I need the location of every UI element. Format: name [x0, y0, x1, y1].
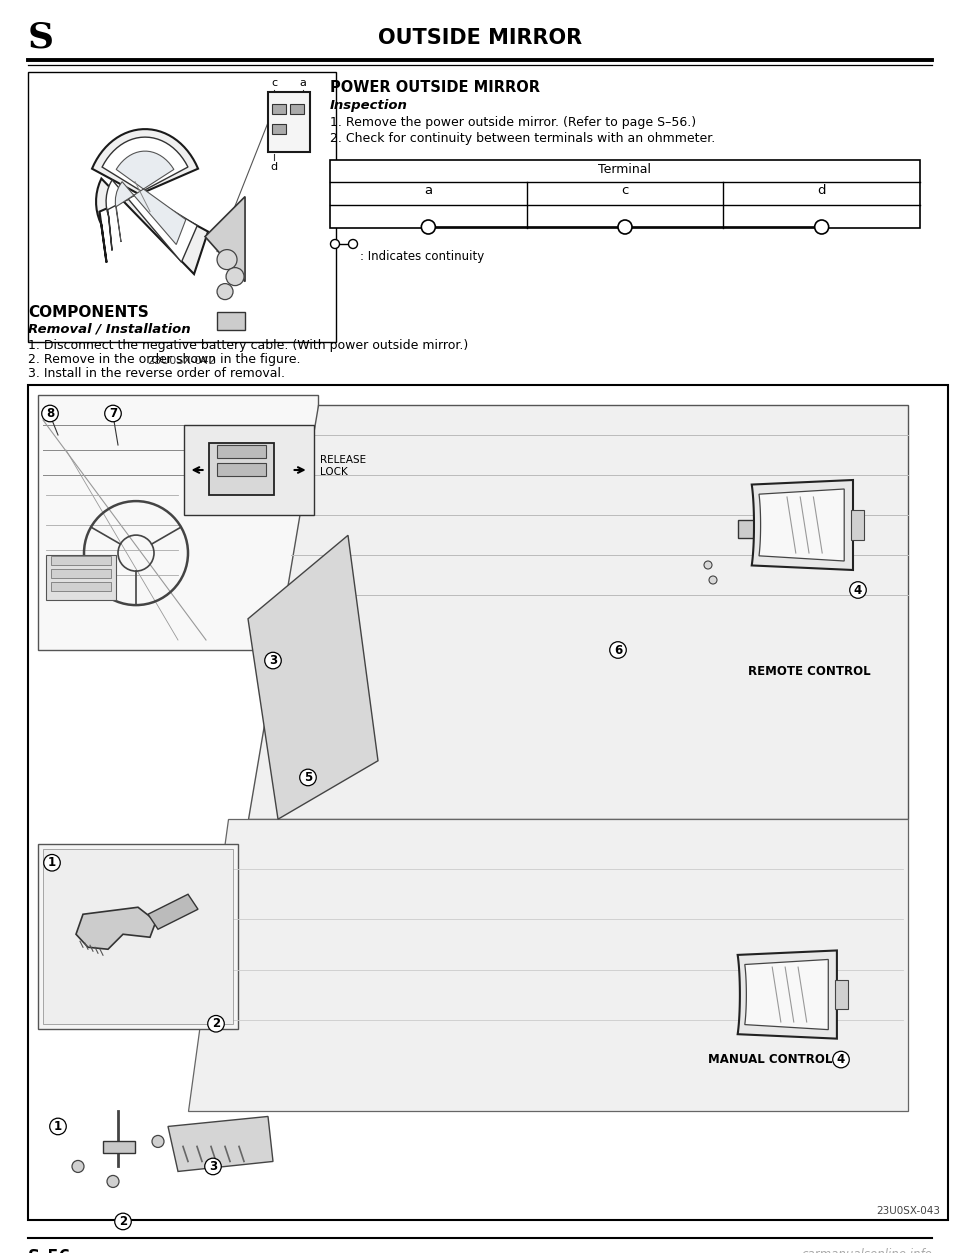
- Text: c: c: [271, 78, 277, 88]
- Circle shape: [330, 239, 340, 248]
- Text: Inspection: Inspection: [330, 99, 408, 112]
- Text: d: d: [271, 162, 277, 172]
- Text: 3: 3: [209, 1160, 217, 1173]
- Text: S: S: [28, 21, 54, 55]
- Circle shape: [226, 268, 244, 286]
- Text: 3. Install in the reverse order of removal.: 3. Install in the reverse order of remov…: [28, 367, 285, 380]
- Bar: [273, 124, 286, 134]
- Text: a: a: [300, 78, 306, 88]
- Bar: [183, 425, 314, 515]
- Text: 2. Check for continuity between terminals with an ohmmeter.: 2. Check for continuity between terminal…: [330, 132, 715, 145]
- Bar: [51, 569, 111, 578]
- Polygon shape: [759, 489, 844, 561]
- Bar: [51, 581, 111, 591]
- Circle shape: [217, 249, 237, 269]
- Polygon shape: [92, 129, 208, 274]
- Polygon shape: [76, 907, 156, 950]
- Text: carmanualsonline.info: carmanualsonline.info: [802, 1248, 932, 1253]
- Polygon shape: [205, 197, 245, 282]
- Text: OUTSIDE MIRROR: OUTSIDE MIRROR: [378, 28, 582, 48]
- Text: 1. Remove the power outside mirror. (Refer to page S–56.): 1. Remove the power outside mirror. (Ref…: [330, 117, 696, 129]
- Bar: [103, 1141, 135, 1154]
- Text: 2. Remove in the order shown in the figure.: 2. Remove in the order shown in the figu…: [28, 353, 300, 366]
- Circle shape: [217, 283, 233, 299]
- Text: 23U0SX-042: 23U0SX-042: [148, 356, 216, 366]
- Polygon shape: [115, 152, 186, 244]
- Text: MANUAL CONTROL: MANUAL CONTROL: [708, 1053, 832, 1066]
- Text: REMOTE CONTROL: REMOTE CONTROL: [748, 665, 871, 678]
- Text: 7: 7: [108, 407, 117, 420]
- Text: a: a: [424, 184, 432, 197]
- Bar: [330, 160, 920, 228]
- Text: 23U0SX-043: 23U0SX-043: [876, 1205, 940, 1215]
- Bar: [290, 104, 304, 114]
- Bar: [38, 845, 238, 1029]
- Circle shape: [421, 221, 435, 234]
- Bar: [208, 444, 274, 495]
- Bar: [46, 555, 116, 600]
- Text: 2: 2: [119, 1215, 127, 1228]
- Bar: [217, 312, 245, 330]
- Text: : Indicates continuity: : Indicates continuity: [360, 251, 484, 263]
- Text: Removal / Installation: Removal / Installation: [28, 323, 191, 336]
- Polygon shape: [248, 405, 908, 819]
- Text: POWER OUTSIDE MIRROR: POWER OUTSIDE MIRROR: [330, 80, 540, 95]
- Bar: [217, 464, 266, 476]
- Circle shape: [107, 1175, 119, 1188]
- Bar: [28, 385, 948, 1220]
- Text: COMPONENTS: COMPONENTS: [28, 304, 149, 320]
- Bar: [217, 445, 266, 459]
- Text: S–56: S–56: [28, 1248, 71, 1253]
- Polygon shape: [745, 960, 828, 1030]
- Bar: [28, 71, 336, 342]
- Text: 1: 1: [54, 1120, 62, 1133]
- Text: 3: 3: [269, 654, 277, 667]
- Circle shape: [704, 561, 712, 569]
- Polygon shape: [737, 951, 837, 1039]
- Polygon shape: [102, 137, 197, 262]
- Circle shape: [348, 239, 357, 248]
- Bar: [738, 520, 763, 538]
- Bar: [38, 395, 318, 650]
- Polygon shape: [248, 535, 378, 819]
- Text: d: d: [817, 184, 826, 197]
- Polygon shape: [43, 850, 233, 1024]
- Text: c: c: [621, 184, 629, 197]
- Polygon shape: [752, 480, 853, 570]
- Text: Terminal: Terminal: [598, 163, 652, 175]
- Bar: [273, 104, 286, 114]
- Circle shape: [815, 221, 828, 234]
- Text: 1: 1: [48, 856, 56, 870]
- Text: 6: 6: [613, 644, 622, 657]
- Text: RELEASE
LOCK: RELEASE LOCK: [320, 455, 366, 477]
- Polygon shape: [188, 819, 908, 1111]
- Circle shape: [709, 576, 717, 584]
- Circle shape: [618, 221, 632, 234]
- Circle shape: [152, 1135, 164, 1148]
- Circle shape: [72, 1160, 84, 1173]
- Bar: [835, 980, 848, 1009]
- Polygon shape: [168, 1116, 273, 1172]
- Text: 1. Disconnect the negative battery cable. (With power outside mirror.): 1. Disconnect the negative battery cable…: [28, 340, 468, 352]
- Bar: [268, 91, 310, 152]
- Text: 4: 4: [837, 1053, 845, 1066]
- Text: 4: 4: [853, 584, 862, 596]
- Bar: [851, 510, 864, 540]
- Text: 8: 8: [46, 407, 54, 420]
- Bar: [51, 556, 111, 565]
- Text: 5: 5: [304, 771, 312, 784]
- Text: 2: 2: [212, 1017, 220, 1030]
- Polygon shape: [148, 895, 198, 930]
